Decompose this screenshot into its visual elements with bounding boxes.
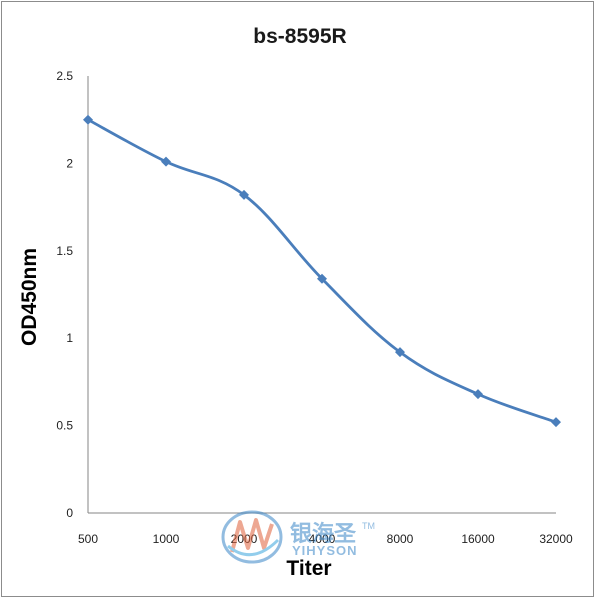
- y-tick-label: 1.5: [56, 244, 73, 258]
- chart-title: bs-8595R: [253, 25, 346, 48]
- watermark-brand-en: YIHYSON: [292, 543, 358, 558]
- watermark: 银海圣 TM YIHYSON: [221, 510, 375, 564]
- y-tick-label: 0.5: [56, 419, 73, 433]
- series-line: [86, 118, 558, 424]
- series-markers: [83, 114, 561, 428]
- x-tick-label: 32000: [539, 532, 573, 546]
- data-point-marker: [551, 417, 561, 428]
- data-point-marker: [83, 114, 93, 125]
- x-axis-label: Titer: [286, 557, 331, 580]
- y-tick-label: 2: [66, 156, 73, 170]
- x-tick-label: 4000: [309, 532, 336, 546]
- x-tick-label: 500: [78, 532, 98, 546]
- data-point-marker: [239, 189, 249, 200]
- data-point-marker: [395, 347, 405, 358]
- x-tick-label: 1000: [153, 532, 180, 546]
- watermark-logo-icon: [221, 510, 283, 564]
- y-tick-label: 0: [66, 506, 73, 520]
- y-tick-label: 1: [66, 331, 73, 345]
- watermark-tm: TM: [362, 521, 375, 531]
- data-point-marker: [161, 156, 171, 167]
- watermark-brand-cn: 银海圣: [290, 521, 357, 547]
- y-tick-label: 2.5: [56, 69, 73, 83]
- axes: [87, 76, 556, 514]
- x-tick-label: 16000: [461, 532, 495, 546]
- y-tick-labels: 0 0.5 1 1.5 2 2.5: [56, 69, 73, 520]
- x-tick-label: 8000: [387, 532, 414, 546]
- y-axis-label: OD450nm: [18, 248, 41, 346]
- data-point-marker: [317, 273, 327, 284]
- data-point-marker: [473, 389, 483, 400]
